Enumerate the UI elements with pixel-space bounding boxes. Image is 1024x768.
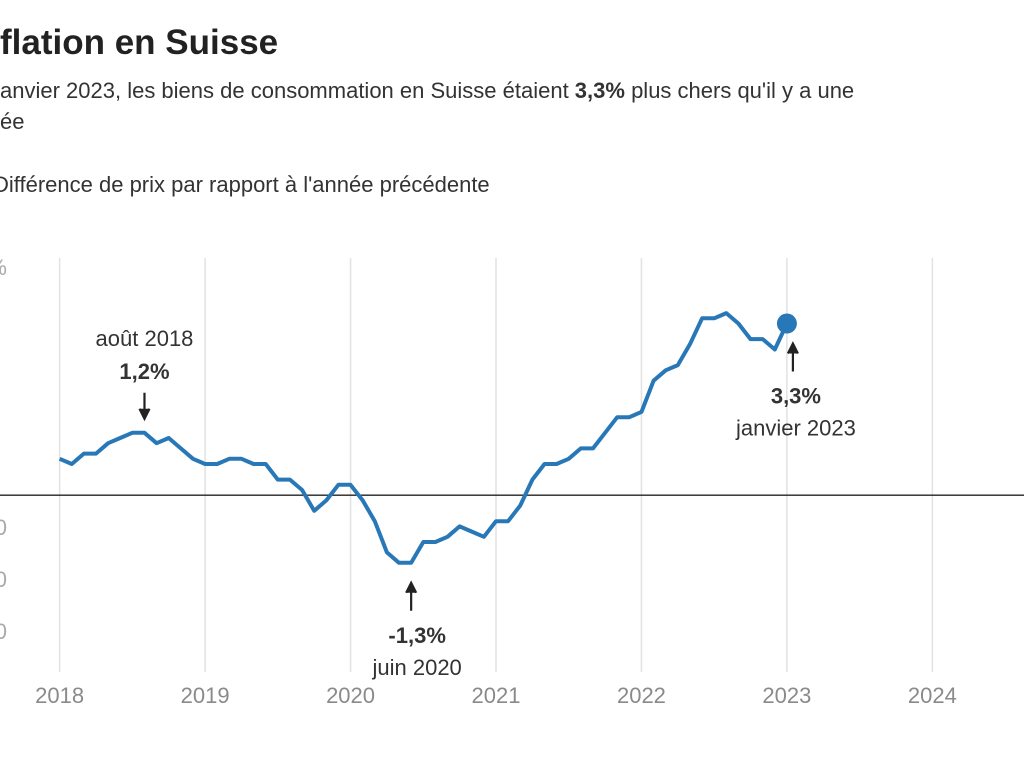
- x-tick-label: 2019: [181, 683, 230, 708]
- y-tick-label: -2,0: [0, 567, 7, 592]
- annotation: 3,3%: [771, 384, 821, 409]
- chart-title: flation en Suisse: [0, 23, 278, 62]
- arrow: [405, 580, 418, 611]
- subtitle-part: 3,3%: [575, 78, 625, 103]
- annotation: août 2018: [96, 326, 194, 351]
- subtitle-part: anvier 2023, les biens de consommation e…: [0, 78, 575, 103]
- x-tick-label: 2023: [762, 683, 811, 708]
- annotation: 1,2%: [119, 359, 169, 384]
- x-tick-label: 2020: [326, 683, 375, 708]
- x-tick-label: 2024: [908, 683, 957, 708]
- y-tick-label: -1,0: [0, 515, 7, 540]
- subtitle: ée: [0, 109, 24, 134]
- annotation: -1,3%: [388, 623, 445, 648]
- annotation: juin 2020: [371, 655, 461, 680]
- line: [58, 311, 789, 565]
- arrow: [786, 341, 799, 372]
- y-tick-label: -3,0: [0, 619, 7, 644]
- end-point: [776, 313, 797, 334]
- x-tick-label: 2021: [472, 683, 521, 708]
- subtitle: anvier 2023, les biens de consommation e…: [0, 78, 854, 103]
- x-tick-label: 2022: [617, 683, 666, 708]
- x-tick-label: 2018: [35, 683, 84, 708]
- axis-title: Différence de prix par rapport à l'année…: [0, 172, 490, 197]
- y-tick-label: 4,0%: [0, 255, 7, 280]
- arrow: [138, 392, 151, 422]
- subtitle-part: plus chers qu'il y a une: [625, 78, 854, 103]
- annotation: janvier 2023: [735, 416, 856, 441]
